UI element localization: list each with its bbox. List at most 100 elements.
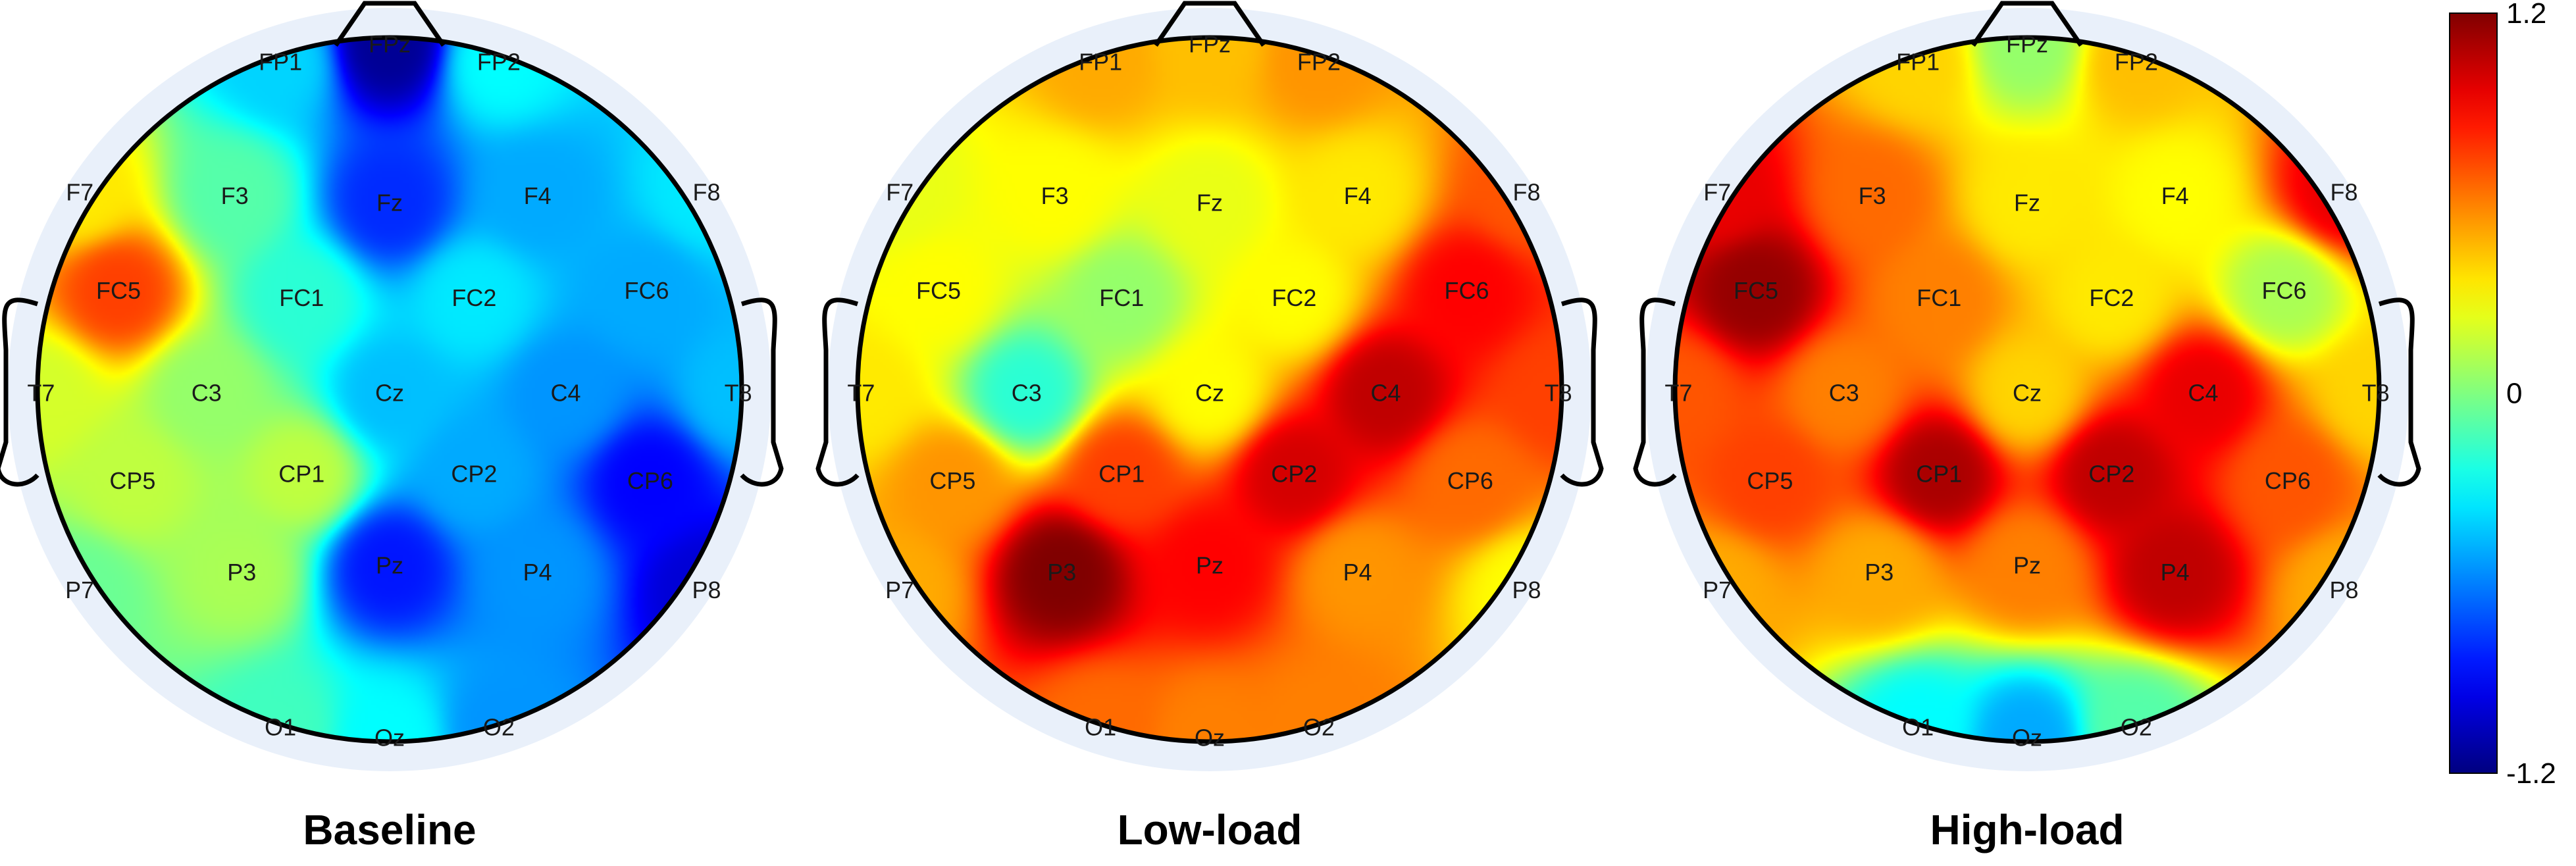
colorbar-tick-min: -1.2 [2506,757,2556,790]
electrode-label-cp5: CP5 [109,467,155,494]
electrode-label-o1: O1 [265,714,296,741]
electrode-label-fpz: FPz [2006,31,2048,58]
topography-field-baseline [38,38,742,742]
electrode-label-f8: F8 [1512,178,1540,205]
electrode-label-c4: C4 [550,379,580,406]
electrode-label-p4: P4 [523,559,552,586]
electrode-label-oz: Oz [1195,725,1225,751]
electrode-label-oz: Oz [374,725,405,751]
electrode-label-fc1: FC1 [279,284,324,311]
electrode-label-t7: T7 [27,379,55,406]
colorbar-gradient [2449,13,2498,774]
electrode-label-p7: P7 [885,576,914,603]
topomap-high-load: FP1 FPz FP2 F7 F3 Fz F4 F8 FC5 FC1 FC2 FC6 T7 C3 Cz C4 T… [1633,1,2421,771]
electrode-label-fp2: FP2 [1297,48,1341,75]
electrode-label-cp5: CP5 [929,467,975,494]
electrode-label-fp1: FP1 [1896,48,1940,75]
electrode-label-fp1: FP1 [259,48,302,75]
head-outline [35,35,744,744]
nose-outline [1971,1,2083,47]
electrode-label-o2: O2 [483,714,515,741]
electrode-label-fc2: FC2 [1272,284,1316,311]
electrode-label-p7: P7 [65,576,94,603]
electrode-label-fp2: FP2 [477,48,521,75]
electrode-label-cp6: CP6 [627,467,673,494]
left-ear-outline [1633,297,1677,487]
electrode-label-cz: Cz [2013,379,2042,406]
nose-outline [334,1,446,47]
electrode-label-o2: O2 [2121,714,2152,741]
colorbar: 1.2 0 -1.2 [2449,0,2556,790]
electrode-label-o1: O1 [1085,714,1116,741]
topomap-low-load: FP1 FPz FP2 F7 F3 Fz F4 F8 FC5 FC1 FC2 FC6 T7 C3 Cz C4 T… [815,1,1604,771]
electrode-label-cz: Cz [375,379,404,406]
electrode-label-t8: T8 [2362,379,2390,406]
electrode-label-p8: P8 [2329,576,2358,603]
electrode-label-fc5: FC5 [96,277,141,304]
electrode-label-p4: P4 [2161,559,2190,586]
electrode-label-f3: F3 [1859,182,1886,209]
electrode-label-fc1: FC1 [1917,284,1961,311]
electrode-label-fz: Fz [2014,189,2040,216]
electrode-label-p3: P3 [1865,559,1893,586]
electrode-label-p8: P8 [1512,576,1541,603]
electrode-label-o2: O2 [1303,714,1335,741]
electrode-label-cp6: CP6 [2265,467,2311,494]
electrode-label-c3: C3 [1012,379,1042,406]
electrode-label-fc5: FC5 [916,277,961,304]
electrode-label-fc2: FC2 [2089,284,2134,311]
electrode-label-cp1: CP1 [1916,460,1962,487]
electrode-label-fc6: FC6 [1445,277,1489,304]
electrode-label-f8: F8 [692,178,720,205]
right-ear-outline [1560,297,1604,487]
electrode-label-c4: C4 [2188,379,2218,406]
nose-outline [1154,1,1266,47]
electrode-label-fz: Fz [1197,189,1223,216]
electrode-label-pz: Pz [376,552,403,579]
panel-title-low-load: Low-load [1118,806,1302,853]
right-ear-outline [740,297,784,487]
electrode-label-f4: F4 [524,182,552,209]
head-outline [1672,35,2382,744]
electrode-label-cp2: CP2 [1271,460,1317,487]
electrode-label-f4: F4 [2161,182,2189,209]
electrode-label-o1: O1 [1902,714,1934,741]
electrode-label-fpz: FPz [1189,31,1231,58]
colorbar-tick-zero: 0 [2506,378,2522,410]
electrode-label-f4: F4 [1344,182,1372,209]
electrode-label-oz: Oz [2012,725,2042,751]
electrode-label-t8: T8 [1545,379,1572,406]
electrode-label-t7: T7 [847,379,875,406]
electrode-label-f3: F3 [1041,182,1069,209]
topography-field-high-load [1675,38,2379,742]
colorbar-tick-max: 1.2 [2506,0,2546,30]
electrode-label-fp2: FP2 [2115,48,2158,75]
electrode-label-cp1: CP1 [278,460,324,487]
electrode-label-p8: P8 [692,576,721,603]
topography-field-low-load [858,38,1562,742]
electrode-label-fc6: FC6 [2262,277,2307,304]
electrode-label-f3: F3 [221,182,249,209]
electrode-label-c3: C3 [1829,379,1859,406]
electrode-label-fz: Fz [376,189,403,216]
electrode-label-cz: Cz [1195,379,1224,406]
electrode-label-fp1: FP1 [1079,48,1122,75]
electrode-label-cp5: CP5 [1747,467,1793,494]
electrode-label-f7: F7 [66,178,93,205]
head-outline [855,35,1564,744]
electrode-label-fpz: FPz [369,31,411,58]
electrode-label-cp1: CP1 [1098,460,1145,487]
electrode-label-f7: F7 [886,178,914,205]
electrode-label-p3: P3 [227,559,256,586]
electrode-label-p3: P3 [1047,559,1076,586]
electrode-label-fc5: FC5 [1734,277,1778,304]
right-ear-outline [2377,297,2421,487]
topomap-baseline: FP1 FPz FP2 F7 F3 Fz F4 F8 FC5 FC1 FC2 FC6 T7 C3 Cz C4 T… [0,1,784,771]
electrode-label-cp6: CP6 [1447,467,1493,494]
electrode-label-f7: F7 [1703,178,1731,205]
left-ear-outline [0,297,39,487]
electrode-label-pz: Pz [2013,552,2041,579]
electrode-label-c3: C3 [192,379,222,406]
panel-title-high-load: High-load [1930,806,2124,853]
